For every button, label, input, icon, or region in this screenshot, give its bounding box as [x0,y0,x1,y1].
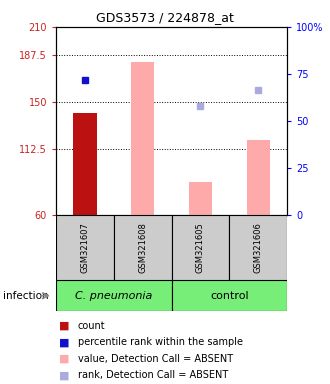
Text: GSM321608: GSM321608 [138,222,147,273]
Bar [56,215,114,280]
Bar [131,62,154,215]
Bar [74,113,97,215]
Text: percentile rank within the sample: percentile rank within the sample [78,337,243,347]
Text: ■: ■ [59,337,70,347]
Text: control: control [210,291,249,301]
Bar [172,215,229,280]
Bar [114,215,172,280]
Text: rank, Detection Call = ABSENT: rank, Detection Call = ABSENT [78,370,228,380]
Text: C. pneumonia: C. pneumonia [75,291,152,301]
Text: ■: ■ [59,370,70,380]
Bar [189,182,212,215]
Bar [229,215,287,280]
Text: ■: ■ [59,321,70,331]
Text: infection: infection [3,291,49,301]
Text: ■: ■ [59,354,70,364]
Bar [247,140,270,215]
Text: GDS3573 / 224878_at: GDS3573 / 224878_at [96,12,234,25]
Text: GSM321605: GSM321605 [196,222,205,273]
Text: GSM321607: GSM321607 [81,222,89,273]
Text: count: count [78,321,105,331]
Bar [56,280,172,311]
Text: value, Detection Call = ABSENT: value, Detection Call = ABSENT [78,354,233,364]
Text: GSM321606: GSM321606 [254,222,263,273]
Bar [172,280,287,311]
